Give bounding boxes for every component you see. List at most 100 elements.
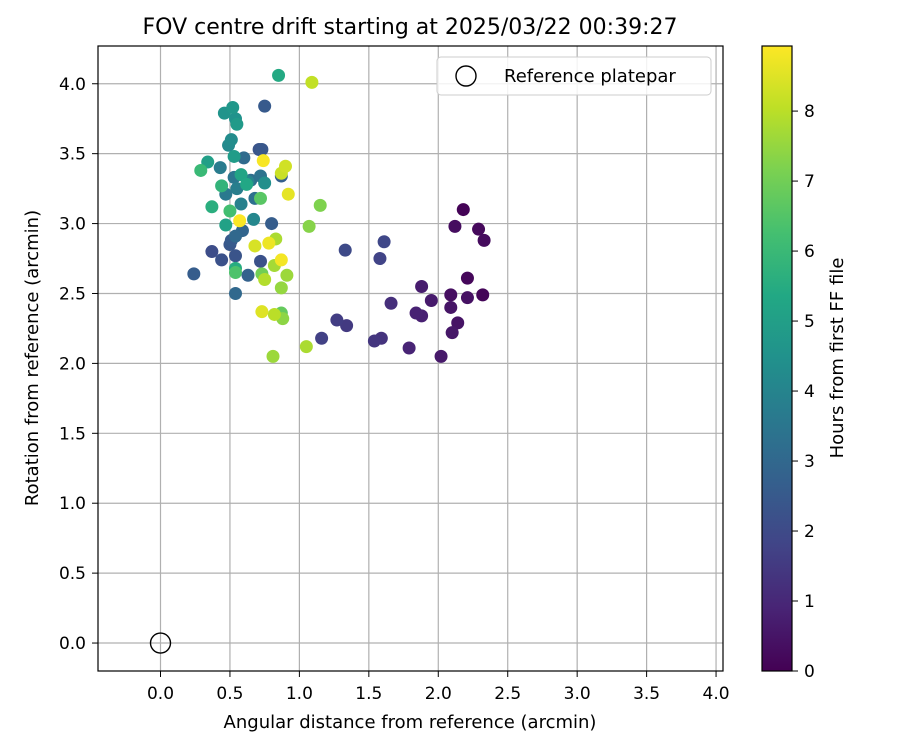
- plot-frame: [97, 45, 724, 672]
- data-point: [409, 306, 423, 320]
- data-point: [254, 254, 267, 268]
- x-tick-label: 1.5: [355, 684, 382, 704]
- data-point: [281, 187, 295, 201]
- data-point: [266, 349, 280, 363]
- data-point: [460, 291, 474, 305]
- data-point: [460, 271, 474, 285]
- data-point: [256, 154, 270, 168]
- colorbar-label: Hours from first FF file: [827, 258, 848, 459]
- data-point: [448, 219, 462, 233]
- x-axis-ticks: 0.0 0.5 1.0 1.5 2.0 2.5 3.0 3.5 4.0: [147, 671, 730, 704]
- y-axis-ticks: 0.0 0.5 1.0 1.5 2.0 2.5 3.0 3.5 4.0: [59, 75, 98, 654]
- x-tick-label: 2.0: [425, 684, 452, 704]
- data-point: [258, 176, 272, 190]
- data-point: [338, 243, 352, 257]
- legend-marker-reference: [455, 65, 477, 87]
- data-point: [205, 245, 219, 259]
- data-point: [255, 142, 269, 156]
- data-point: [248, 239, 262, 253]
- data-point: [187, 267, 201, 281]
- data-point: [267, 307, 281, 321]
- y-axis-label: Rotation from reference (arcmin): [22, 210, 43, 506]
- data-point: [377, 235, 391, 249]
- data-point: [194, 163, 208, 177]
- y-tick-label: 2.0: [59, 354, 86, 374]
- data-point: [330, 313, 344, 327]
- data-point: [258, 273, 272, 287]
- y-tick-label: 0.5: [59, 564, 86, 584]
- data-point: [313, 198, 327, 212]
- x-tick-label: 3.0: [564, 684, 591, 704]
- data-points: [187, 68, 491, 363]
- x-tick-label: 0.0: [147, 684, 174, 704]
- data-point: [477, 233, 491, 247]
- data-point: [373, 252, 387, 266]
- data-point: [205, 200, 219, 214]
- data-point: [476, 288, 490, 302]
- data-point: [445, 326, 459, 340]
- colorbar: [761, 45, 793, 672]
- data-point: [340, 319, 354, 333]
- data-point: [234, 168, 248, 182]
- colorbar-tick-label: 0: [804, 662, 815, 682]
- data-point: [279, 159, 292, 173]
- colorbar-tick-label: 2: [804, 522, 815, 542]
- data-point: [262, 236, 276, 250]
- data-point: [240, 177, 254, 191]
- data-point: [230, 117, 244, 131]
- data-point: [230, 182, 244, 196]
- data-point: [234, 197, 248, 211]
- data-point: [215, 253, 229, 267]
- data-point: [434, 349, 448, 363]
- data-point: [367, 334, 381, 348]
- y-tick-label: 1.5: [59, 424, 86, 444]
- colorbar-tick-label: 5: [804, 312, 815, 332]
- x-axis-label: Angular distance from reference (arcmin): [224, 712, 597, 733]
- y-tick-label: 3.5: [59, 145, 86, 165]
- data-point: [227, 149, 241, 163]
- data-point: [213, 161, 227, 175]
- data-point: [305, 75, 319, 89]
- data-point: [247, 212, 261, 226]
- colorbar-tick-label: 1: [804, 592, 815, 612]
- x-tick-label: 0.5: [216, 684, 243, 704]
- legend-label-reference: Reference platepar: [504, 66, 676, 87]
- data-point: [258, 99, 272, 113]
- colorbar-tick-label: 4: [804, 382, 815, 402]
- data-point: [265, 217, 279, 231]
- legend-box: [436, 56, 712, 96]
- data-point: [472, 222, 486, 236]
- data-point: [451, 316, 465, 330]
- data-point: [280, 268, 294, 282]
- data-point: [255, 305, 269, 319]
- data-point: [402, 341, 416, 355]
- data-point: [272, 68, 286, 82]
- y-tick-label: 3.0: [59, 215, 86, 235]
- data-point: [456, 203, 470, 217]
- colorbar-tick-label: 7: [804, 172, 815, 192]
- y-tick-label: 0.0: [59, 634, 86, 654]
- y-tick-label: 2.5: [59, 284, 86, 304]
- data-point: [237, 151, 251, 165]
- data-point: [241, 268, 255, 282]
- colorbar-tick-label: 6: [804, 242, 815, 262]
- legend: Reference platepar: [436, 56, 712, 96]
- colorbar-tick-label: 8: [804, 102, 815, 122]
- colorbar-ticks: 0 1 2 3 4 5 6 7 8: [792, 102, 815, 682]
- data-point: [233, 214, 247, 228]
- data-point: [302, 219, 316, 233]
- data-point: [229, 266, 242, 280]
- data-point: [229, 229, 242, 243]
- data-point: [384, 296, 398, 310]
- data-point: [219, 218, 233, 232]
- data-point: [274, 253, 288, 267]
- x-tick-label: 3.5: [633, 684, 660, 704]
- grid: [98, 46, 723, 671]
- data-point: [299, 340, 313, 354]
- data-point: [274, 281, 288, 295]
- data-point: [229, 286, 242, 300]
- x-tick-label: 4.0: [703, 684, 730, 704]
- chart-title: FOV centre drift starting at 2025/03/22 …: [143, 15, 678, 40]
